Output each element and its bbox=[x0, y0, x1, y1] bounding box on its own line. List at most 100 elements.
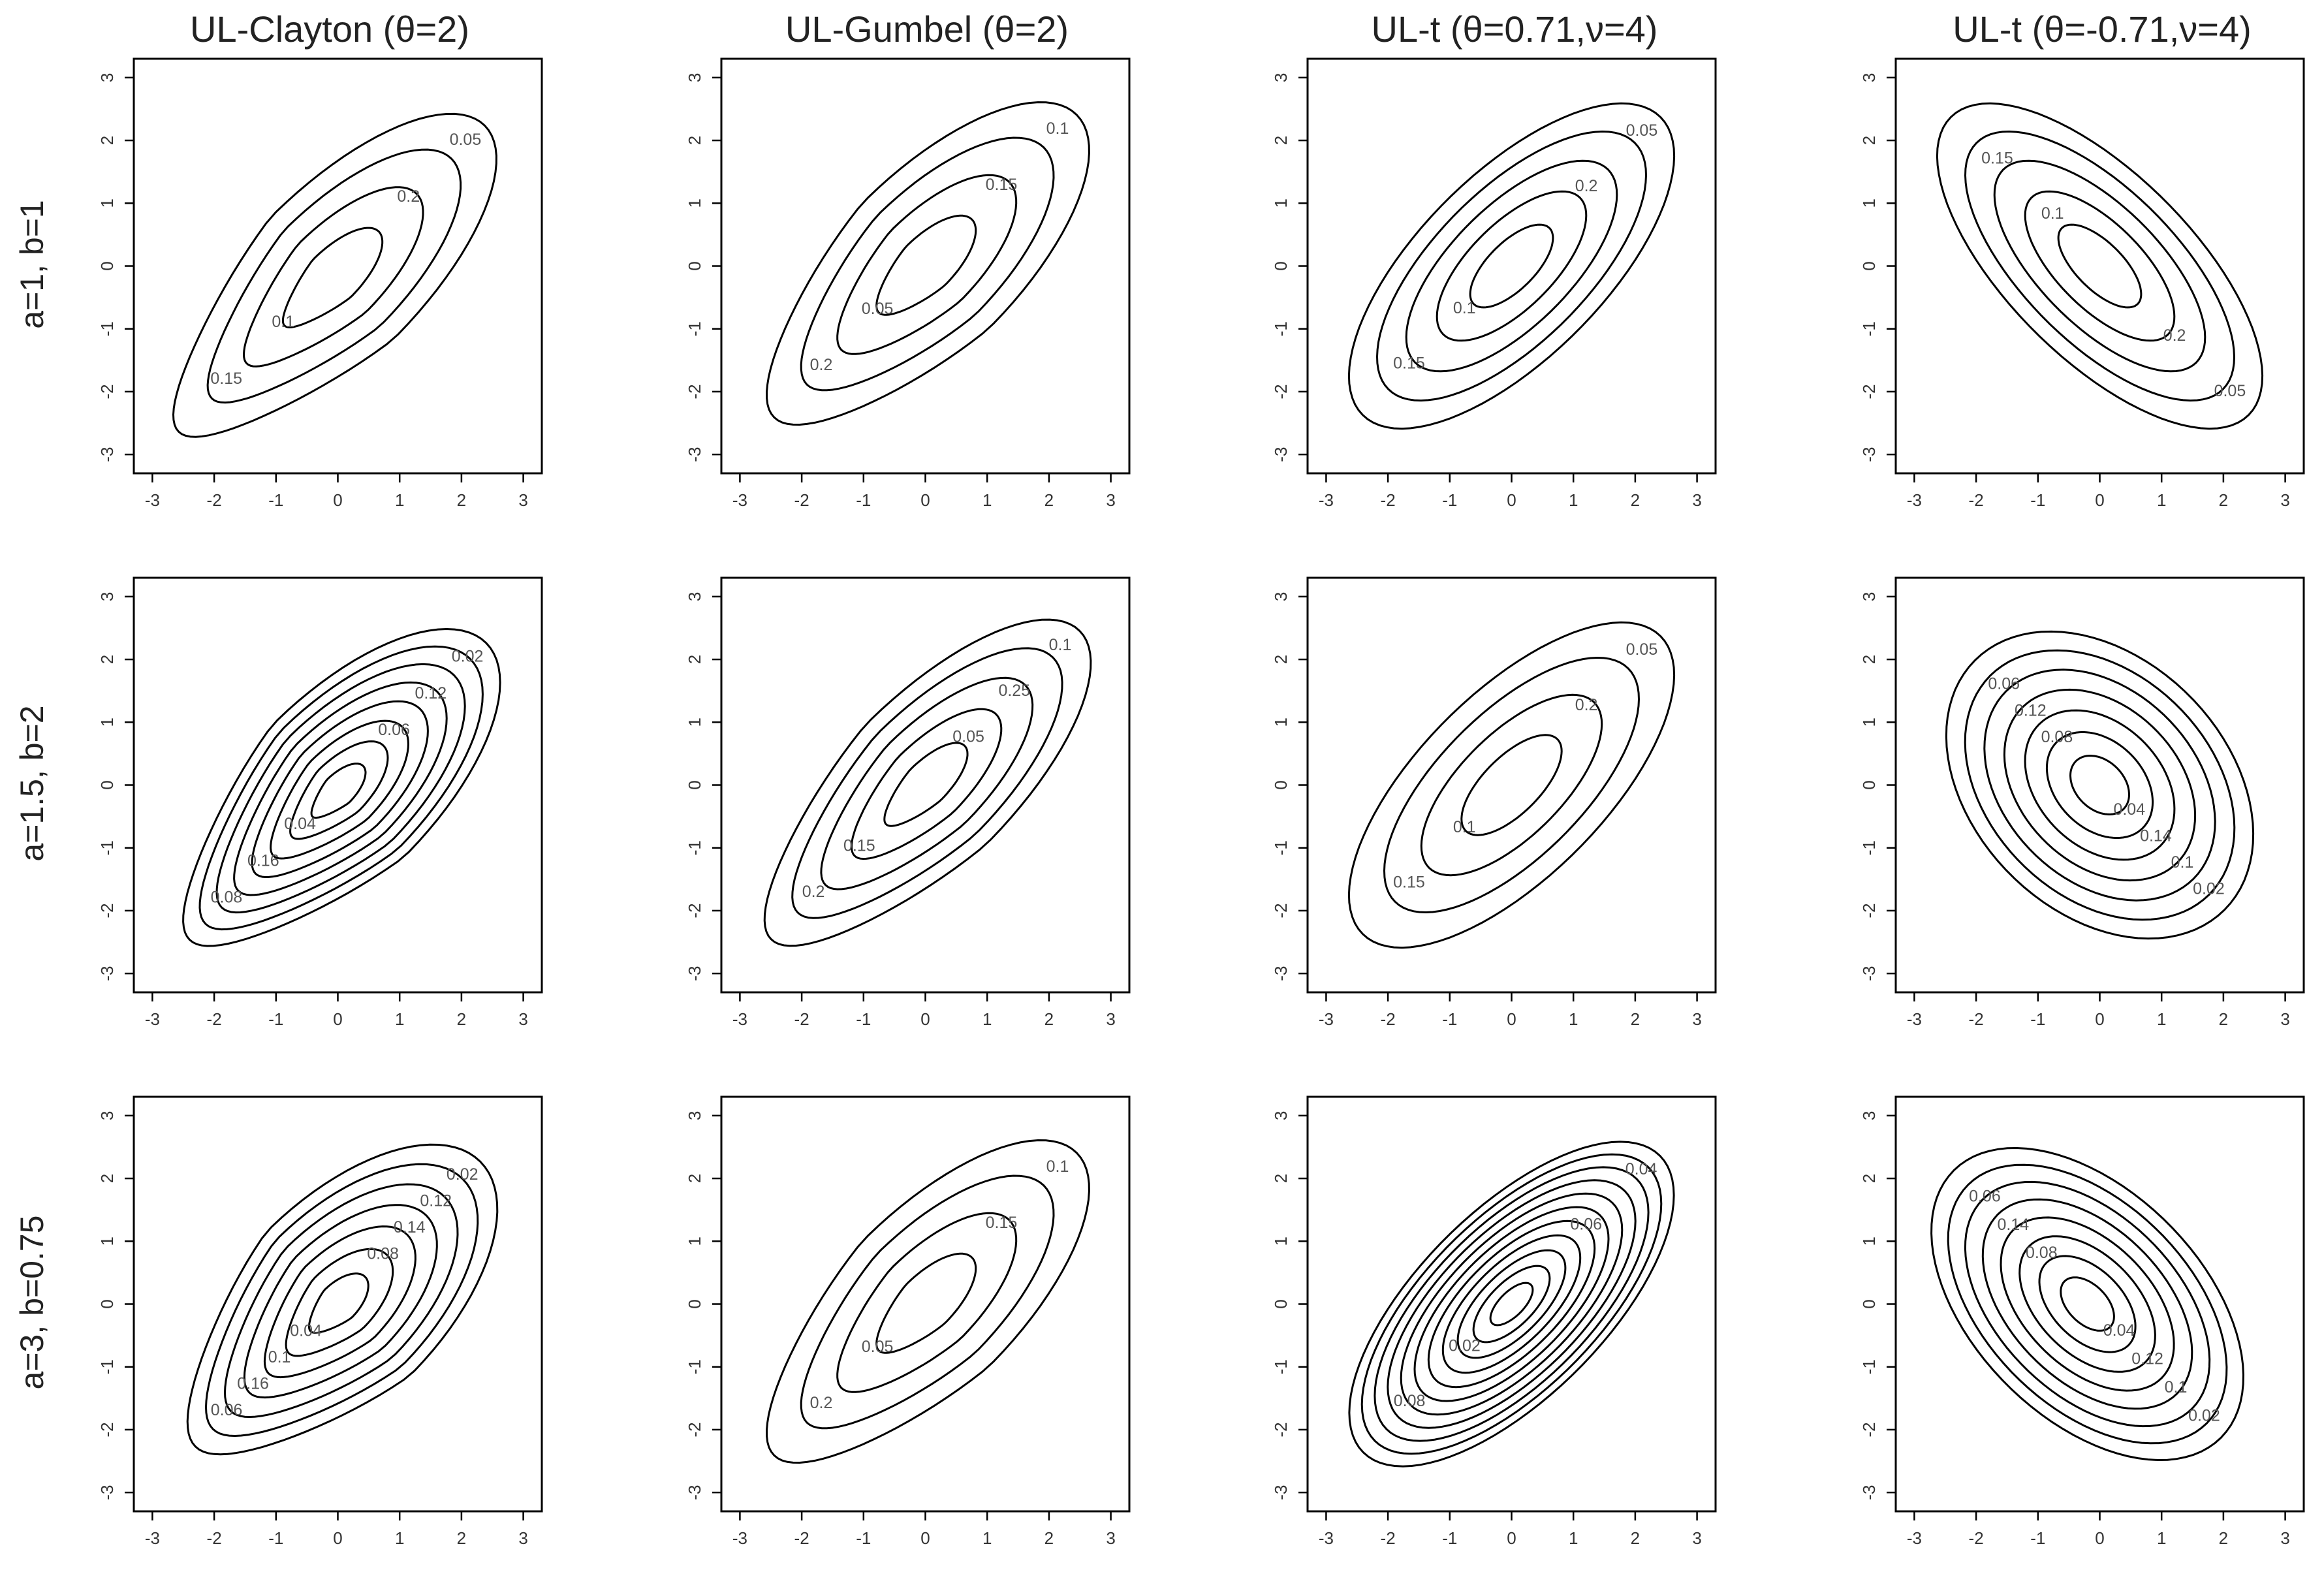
y-tick-label: -1 bbox=[685, 321, 704, 336]
x-tick-label: 2 bbox=[2219, 1009, 2228, 1029]
contour-label: 0.05 bbox=[1626, 121, 1658, 140]
contour-line bbox=[198, 645, 484, 931]
x-tick-label: 1 bbox=[982, 1009, 992, 1029]
contour-label: 0.12 bbox=[420, 1191, 452, 1210]
x-tick-label: 3 bbox=[1692, 490, 1701, 510]
x-tick-label: 2 bbox=[2219, 1528, 2228, 1548]
y-tick-label: -2 bbox=[1271, 384, 1291, 399]
contour-line bbox=[883, 742, 969, 827]
x-tick-label: 3 bbox=[1106, 1009, 1115, 1029]
x-tick-label: 2 bbox=[1044, 1528, 1054, 1548]
contour-line bbox=[1964, 649, 2236, 921]
x-tick-label: 0 bbox=[333, 1009, 342, 1029]
contour-label: 0.16 bbox=[237, 1374, 269, 1393]
x-tick-label: 3 bbox=[2280, 1009, 2289, 1029]
y-tick-label: -1 bbox=[685, 840, 704, 855]
y-tick-label: 0 bbox=[685, 780, 704, 789]
y-tick-label: 1 bbox=[685, 198, 704, 208]
y-tick-label: 1 bbox=[1271, 198, 1291, 208]
y-tick-label: 3 bbox=[685, 73, 704, 82]
contour-line bbox=[310, 763, 367, 819]
x-tick-label: 0 bbox=[2095, 490, 2104, 510]
contour-line bbox=[1983, 669, 2216, 902]
contour-label: 0.1 bbox=[2041, 204, 2064, 223]
x-tick-label: 3 bbox=[2280, 1528, 2289, 1548]
row-label-3: a=3, b=0.75 bbox=[14, 1216, 50, 1390]
y-tick-label: 0 bbox=[1859, 261, 1879, 270]
contour-line bbox=[875, 214, 977, 316]
y-tick-label: -3 bbox=[1859, 1485, 1879, 1500]
x-tick-label: -3 bbox=[1319, 490, 1334, 510]
contour-label: 0.05 bbox=[450, 131, 482, 149]
y-tick-label: -1 bbox=[97, 840, 117, 855]
contour-line bbox=[289, 740, 389, 840]
column-titles: UL-Clayton (θ=2) UL-Gumbel (θ=2) UL-t (θ… bbox=[190, 8, 2252, 50]
y-tick-label: -3 bbox=[1859, 966, 1879, 981]
contour-line bbox=[2060, 1276, 2115, 1332]
contour-label: 0.14 bbox=[394, 1218, 426, 1236]
contour-line bbox=[223, 1183, 459, 1419]
contour-label: 0.06 bbox=[1988, 675, 2020, 693]
x-tick-label: 2 bbox=[457, 1528, 466, 1548]
contour-label: 0.1 bbox=[272, 313, 294, 331]
contour-line bbox=[800, 136, 1055, 392]
x-tick-label: -2 bbox=[207, 490, 222, 510]
contour-label: 0.15 bbox=[843, 837, 875, 855]
x-tick-label: 0 bbox=[920, 490, 930, 510]
contour-label: 0.05 bbox=[862, 300, 894, 318]
x-tick-label: 2 bbox=[457, 1009, 466, 1029]
x-tick-label: 2 bbox=[1044, 1009, 1054, 1029]
y-tick-label: -2 bbox=[685, 384, 704, 399]
contour-label: 0.15 bbox=[986, 176, 1018, 194]
y-tick-label: -2 bbox=[1859, 903, 1879, 918]
y-tick-label: 1 bbox=[1859, 198, 1879, 208]
y-tick-label: 3 bbox=[97, 1111, 117, 1120]
contour-label: 0.04 bbox=[2103, 1321, 2135, 1340]
y-tick-label: -1 bbox=[1859, 1359, 1879, 1374]
x-tick-label: 1 bbox=[982, 1528, 992, 1548]
panels: -3 -2 -1 0 1 2 3 -3 -2 -1 0 1 2 3 0.05 0.15 0.2 0.1 -3 -2 -1… bbox=[97, 57, 2305, 1548]
y-tick-label: 0 bbox=[97, 1299, 117, 1308]
y-tick-label: 0 bbox=[1271, 1299, 1291, 1308]
panel-r1-c4: -3 -2 -1 0 1 2 3 -3 -2 -1 0 1 2 3 0.05 0.15 0.2 0.1 bbox=[1859, 57, 2305, 510]
x-tick-label: -1 bbox=[856, 1528, 871, 1548]
contour-label: 0.12 bbox=[2015, 701, 2047, 719]
contour-label: 0.02 bbox=[1449, 1337, 1481, 1355]
contour-line bbox=[1420, 693, 1603, 877]
y-tick-label: 0 bbox=[97, 261, 117, 270]
contour-label: 0.08 bbox=[211, 889, 243, 907]
contour-label: 0.05 bbox=[1626, 640, 1658, 659]
row-labels: a=1, b=1 a=1.5, b=2 a=3, b=0.75 bbox=[14, 200, 50, 1389]
contour-label: 0.2 bbox=[810, 356, 833, 374]
x-tick-label: -2 bbox=[794, 1528, 809, 1548]
y-tick-label: -1 bbox=[1271, 1359, 1291, 1374]
contour-label: 0.06 bbox=[211, 1401, 243, 1419]
x-tick-label: -2 bbox=[1381, 490, 1396, 510]
x-tick-label: -1 bbox=[856, 1009, 871, 1029]
contour-label: 0.06 bbox=[378, 721, 410, 739]
y-tick-label: -2 bbox=[1271, 1422, 1291, 1437]
contour-line bbox=[765, 101, 1090, 426]
y-tick-label: 0 bbox=[1271, 261, 1291, 270]
y-tick-label: 1 bbox=[685, 717, 704, 727]
contour-label: 0.06 bbox=[1969, 1187, 2001, 1205]
x-tick-label: -3 bbox=[1907, 1528, 1922, 1548]
contour-line bbox=[875, 1252, 977, 1354]
contour-label: 0.15 bbox=[1981, 150, 2013, 168]
y-tick-label: 3 bbox=[1271, 1111, 1291, 1120]
panel-r3-c2: -3 -2 -1 0 1 2 3 -3 -2 -1 0 1 2 3 0.1 0.2 0.15 0.05 bbox=[685, 1095, 1131, 1548]
contour-line bbox=[791, 647, 1063, 919]
panel-r3-c3: -3 -2 -1 0 1 2 3 -3 -2 -1 0 1 2 3 0.04 0.08 0.06 0.02 bbox=[1271, 1095, 1717, 1548]
contour-line bbox=[263, 1225, 416, 1379]
x-tick-label: -3 bbox=[732, 1009, 747, 1029]
contour-label: 0.1 bbox=[1046, 119, 1069, 138]
y-tick-label: 3 bbox=[1271, 73, 1291, 82]
contour-label: 0.2 bbox=[810, 1394, 833, 1412]
contour-label: 0.1 bbox=[268, 1348, 291, 1366]
x-tick-label: 3 bbox=[518, 1009, 527, 1029]
y-tick-label: 2 bbox=[97, 1174, 117, 1183]
contour-line bbox=[1469, 223, 1554, 309]
contour-label: 0.04 bbox=[1625, 1160, 1657, 1178]
row-label-2: a=1.5, b=2 bbox=[14, 705, 50, 861]
y-tick-label: 0 bbox=[685, 261, 704, 270]
